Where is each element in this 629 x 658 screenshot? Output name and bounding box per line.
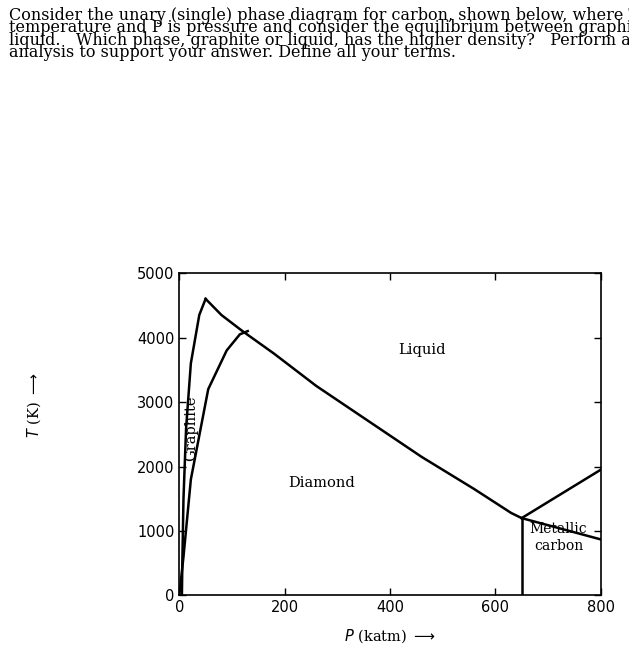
Text: liquid.   Which phase, graphite or liquid, has the higher density?   Perform an: liquid. Which phase, graphite or liquid,… xyxy=(9,32,629,49)
Text: $T$ (K) $\longrightarrow$: $T$ (K) $\longrightarrow$ xyxy=(26,372,43,438)
Text: Metallic
carbon: Metallic carbon xyxy=(530,522,587,553)
Text: $P$ (katm) $\longrightarrow$: $P$ (katm) $\longrightarrow$ xyxy=(344,628,436,645)
Text: Consider the unary (single) phase diagram for carbon, shown below, where T is: Consider the unary (single) phase diagra… xyxy=(9,7,629,24)
Text: Diamond: Diamond xyxy=(288,476,355,490)
Text: analysis to support your answer. Define all your terms.: analysis to support your answer. Define … xyxy=(9,45,457,61)
Text: temperature and P is pressure and consider the equilibrium between graphite and: temperature and P is pressure and consid… xyxy=(9,19,629,36)
Text: Liquid: Liquid xyxy=(398,343,445,357)
Text: Graphite: Graphite xyxy=(184,395,198,461)
